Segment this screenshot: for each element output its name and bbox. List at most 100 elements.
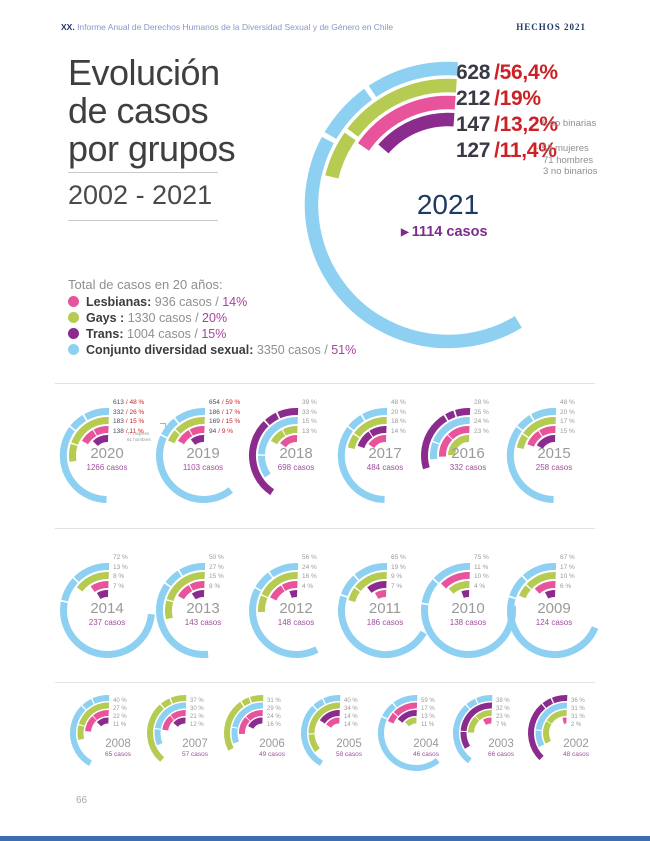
ring-labels-2004: 59 % 17 % 13 % 11 % [421, 697, 435, 729]
ring-2003-trans [460, 702, 493, 749]
ring-label-2015-lesbianas: 17 % [560, 418, 575, 425]
ring-label-2015-gays: 20 % [560, 408, 575, 416]
cases-label-2011: 186 casos [366, 618, 404, 627]
year-label-2016: 2016 [451, 445, 485, 462]
donut-2012 [248, 562, 319, 658]
ring-label-2019-gays: 186/ 17 % [209, 408, 241, 416]
ring-label-2010-gays: 10 % [474, 573, 489, 580]
donut-2018 [248, 407, 298, 495]
ring-label-2002-conjunto: 31 % [571, 706, 585, 712]
ring-label-2010-lesbianas: 11 % [474, 563, 489, 571]
ring-2019-gays [167, 416, 205, 443]
legend-item-trans: Trans: 1004 casos / 15% [68, 327, 226, 341]
cases-label-2020: 1266 casos [86, 463, 128, 472]
ring-2019-conjunto [155, 407, 233, 503]
ring-notch [90, 697, 96, 706]
ring-notch [524, 582, 532, 590]
note-2020: 77 mujeres 61 hombres [127, 431, 151, 442]
ring-2012-gays [257, 571, 298, 612]
ring-2004-trans [397, 710, 417, 723]
cases-label-2003: 66 casos [487, 751, 515, 758]
ring-label-2015-trans: 15 % [560, 427, 575, 435]
ring-2011-gays [347, 571, 387, 602]
year-label-2019: 2019 [186, 445, 220, 462]
ring-notch [158, 432, 168, 439]
ring-label-2006-gays: 31 % [267, 698, 281, 704]
year-label-2015: 2015 [537, 445, 571, 462]
ring-notch [474, 715, 481, 722]
ring-label-2018-gays: 15 % [302, 418, 317, 425]
ring-label-2011-lesbianas: 7 % [391, 582, 403, 590]
ring-notch [520, 432, 530, 439]
ring-label-2002-trans: 36 % [571, 698, 585, 704]
ring-notch [262, 418, 270, 427]
ring-label-2003-trans: 32 % [496, 706, 510, 712]
ring-label-2018-lesbianas: 13 % [302, 427, 317, 435]
ring-2009-conjunto [506, 562, 598, 658]
ring-2021-lesbianas [357, 95, 456, 151]
ring-label-2019-conjunto: 654/ 59 % [209, 399, 241, 406]
ring-label-conjunto: 628/56,4% [456, 61, 558, 84]
ring-label-2016-gays: 23 % [474, 427, 489, 435]
cases-label-2017: 484 casos [366, 463, 404, 472]
ring-2021-trans [378, 112, 455, 154]
year-label-2018: 2018 [279, 445, 313, 462]
year-label-2003: 2003 [488, 738, 514, 750]
year-label-2012: 2012 [279, 600, 313, 617]
ring-2018-trans [248, 407, 298, 495]
legend-title: Total de casos en 20 años: [68, 277, 223, 292]
ring-notch [71, 575, 80, 584]
ring-2017-gays [347, 416, 387, 449]
donut-2009 [506, 562, 598, 658]
ring-label-2005-conjunto: 40 % [344, 698, 358, 704]
donut-2004 [378, 695, 440, 771]
ring-2009-lesbianas [534, 580, 556, 594]
ring-label-2011-conjunto: 65 % [391, 554, 406, 561]
ring-notch [253, 585, 262, 592]
ring-notch [91, 714, 98, 722]
ring-label-2007-gays: 37 % [190, 698, 204, 704]
ring-notch [81, 412, 88, 422]
ring-label-2010-trans: 4 % [474, 582, 486, 590]
ring-2016-trans [420, 407, 470, 469]
ring-label-2005-lesbianas: 14 % [344, 722, 358, 728]
ring-2012-trans [288, 589, 297, 598]
cases-label-2015: 258 casos [535, 463, 573, 472]
donut-2016 [420, 407, 470, 469]
cases-label-2016: 332 casos [449, 463, 487, 472]
ring-labels-2006: 31 % 29 % 24 % 16 % [267, 697, 281, 729]
ring-label-2008-gays: 27 % [113, 706, 127, 712]
ring-2003-conjunto [453, 695, 493, 764]
ring-2011-trans [366, 580, 387, 593]
ring-2009-trans [544, 589, 555, 599]
ring-2019-trans [190, 434, 204, 445]
ring-label-2011-trans: 9 % [391, 573, 403, 580]
ring-labels-2013: 50 % 27 % 15 % 8 % [209, 553, 224, 591]
donut-2013 [155, 562, 208, 658]
ring-notch [528, 412, 535, 422]
ring-label-2004-trans: 13 % [421, 714, 435, 720]
ring-label-2016-conjunto: 25 % [474, 408, 489, 416]
footer-bar [0, 836, 650, 841]
ring-label-2014-conjunto: 72 % [113, 554, 128, 561]
cases-label-2013: 143 casos [184, 618, 222, 627]
ring-notch [321, 697, 327, 706]
ring-2013-conjunto [155, 562, 208, 658]
ring-label-2011-gays: 19 % [391, 563, 406, 571]
cases-label-2014: 237 casos [88, 618, 126, 627]
page-title: Evolución de casos por grupos [68, 52, 236, 169]
ring-labels-2015: 48 % 20 % 17 % 15 % [560, 398, 575, 436]
cases-label-2002: 48 casos [562, 751, 590, 758]
ring-label-2018-conjunto: 33 % [302, 408, 317, 416]
ring-notch [343, 128, 360, 141]
ring-2007-conjunto [154, 702, 187, 746]
ring-notch [176, 568, 183, 577]
ring-notch [80, 704, 88, 711]
ring-2015-gays [516, 416, 556, 449]
ring-notch [68, 424, 77, 432]
ring-labels-2002: 36 % 31 % 31 % 2 % [571, 697, 585, 729]
ring-2017-lesbianas [367, 434, 386, 448]
cases-label-2007: 57 casos [181, 751, 209, 758]
page-number: 66 [76, 795, 88, 806]
ring-2005-lesbianas [326, 717, 340, 728]
